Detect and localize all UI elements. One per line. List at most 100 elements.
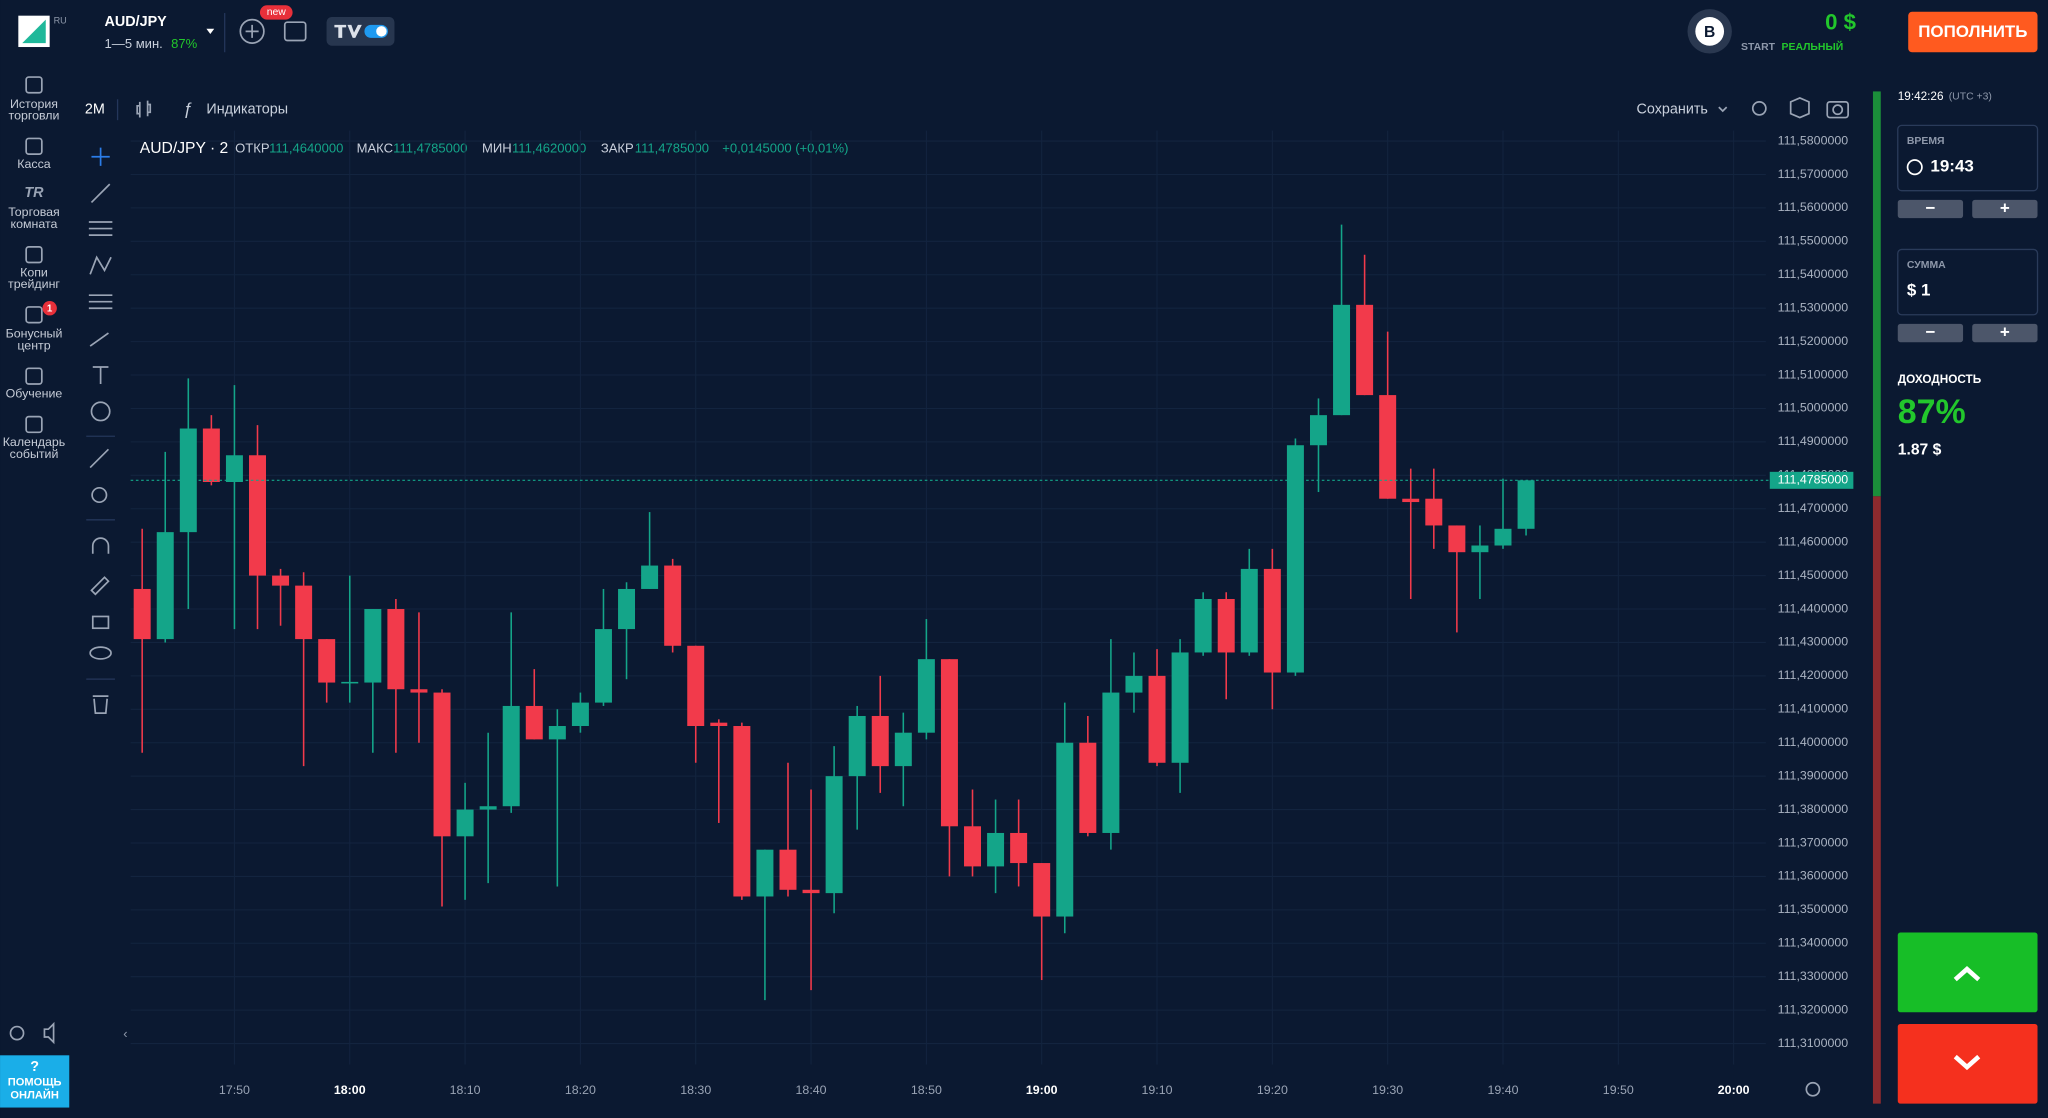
y-tick-label: 111,3700000	[1778, 835, 1849, 849]
line-tool[interactable]	[90, 183, 111, 204]
y-tick-label: 111,3200000	[1778, 1002, 1849, 1016]
candle-body	[1263, 568, 1281, 673]
candle-body	[341, 681, 359, 684]
tv-toggle[interactable]	[326, 16, 395, 46]
sidebar-label[interactable]: Копи	[20, 265, 48, 279]
candle-body	[1425, 498, 1443, 526]
candle-body	[1379, 395, 1397, 499]
crosshair-tool[interactable]	[91, 147, 110, 166]
sidebar-label[interactable]: Торговая	[8, 205, 60, 219]
timeframe[interactable]: 2M	[85, 102, 105, 118]
emoji-tool[interactable]	[90, 401, 111, 422]
pair[interactable]: AUD/JPY	[105, 14, 168, 30]
account-mode[interactable]: РЕАЛЬНЫЙ	[1782, 40, 1844, 53]
logo[interactable]	[18, 15, 50, 48]
x-tick-label: 19:50	[1603, 1083, 1634, 1097]
deposit-button[interactable]	[1908, 11, 2038, 53]
sidebar-label[interactable]: Касса	[17, 157, 50, 171]
settings-icon[interactable]	[1789, 97, 1810, 119]
candle-body	[964, 826, 981, 867]
sentiment-up	[1872, 91, 1881, 497]
amount-minus[interactable]	[1897, 323, 1964, 343]
zoom-tool[interactable]	[91, 486, 108, 504]
settings-button[interactable]	[9, 1025, 25, 1041]
candle-body	[1102, 692, 1120, 833]
text-tool[interactable]	[92, 366, 109, 384]
help-button[interactable]	[0, 1055, 70, 1108]
add-chart-plus	[245, 24, 259, 38]
y-tick-label: 111,3800000	[1778, 802, 1849, 816]
sidebar-icon	[25, 245, 43, 264]
ruler-tool[interactable]	[89, 448, 110, 469]
x-tick-label: 19:30	[1372, 1083, 1403, 1097]
candle-body	[664, 565, 682, 646]
layout-button[interactable]	[283, 21, 307, 42]
add-chart[interactable]	[239, 18, 265, 44]
axis-settings[interactable]	[1805, 1081, 1821, 1097]
candle-body	[1402, 498, 1420, 503]
pattern-tool[interactable]	[89, 255, 112, 275]
sidebar-icon	[25, 137, 43, 155]
sidebar-label[interactable]: торговли	[9, 109, 60, 123]
visibility-tool[interactable]	[89, 646, 112, 660]
sidebar-label[interactable]: комната	[11, 217, 58, 231]
sound-button[interactable]	[43, 1021, 55, 1045]
time-minus[interactable]	[1897, 199, 1964, 219]
sidebar-icon	[25, 306, 43, 324]
lock-draw-tool[interactable]	[90, 576, 110, 596]
y-tick-label: 111,4500000	[1778, 568, 1849, 582]
x-tick-label: 18:30	[680, 1083, 711, 1097]
candle-body	[295, 585, 313, 640]
sidebar-label[interactable]: Бонусный	[6, 327, 63, 341]
indicators[interactable]: Индикаторы	[206, 102, 288, 118]
sidebar-label[interactable]: центр	[17, 338, 50, 352]
x-tick-label: 18:50	[911, 1083, 942, 1097]
time-box[interactable]	[1897, 124, 2039, 192]
magnet-tool[interactable]	[91, 537, 110, 554]
amount-box[interactable]	[1897, 248, 2039, 316]
avatar-letter: B	[1704, 24, 1715, 41]
y-tick-label: 111,4900000	[1778, 434, 1849, 448]
sidebar-label[interactable]: Обучение	[6, 387, 63, 401]
balance[interactable]: 0 $	[1825, 9, 1857, 34]
candle-body	[1056, 742, 1074, 917]
fib-tool[interactable]	[88, 294, 113, 310]
candle-body	[548, 726, 566, 740]
x-tick-label: 18:40	[796, 1083, 827, 1097]
candle-body	[1217, 598, 1235, 653]
delete-tool[interactable]	[92, 695, 109, 714]
brand: RU	[54, 15, 67, 25]
collapse-button[interactable]: ‹	[123, 1026, 127, 1041]
plus-text: +	[2000, 323, 2010, 342]
sidebar-label[interactable]: Календарь	[3, 435, 66, 449]
close-label: ЗАКР	[601, 140, 634, 155]
low-label: МИН	[482, 140, 512, 155]
unlock-tool[interactable]	[91, 615, 110, 630]
time-plus[interactable]	[1972, 199, 2038, 219]
candle-body	[733, 726, 751, 897]
amount-plus[interactable]	[1972, 323, 2038, 343]
candle-body	[225, 455, 243, 482]
sidebar-icon	[25, 367, 43, 385]
brush-tool[interactable]	[89, 332, 109, 347]
save[interactable]: Сохранить	[1637, 102, 1708, 118]
help-label: ОНЛАЙН	[10, 1089, 58, 1102]
x-tick-label: 19:40	[1487, 1083, 1518, 1097]
sidebar-label[interactable]: трейдинг	[8, 277, 60, 291]
zoom-icon[interactable]	[1751, 101, 1767, 116]
dropdown-arrow[interactable]	[206, 28, 215, 34]
candle-body	[1079, 742, 1097, 833]
candle-body	[779, 849, 797, 890]
lines-tool[interactable]	[88, 221, 113, 236]
candle-body	[1194, 598, 1212, 653]
sidebar-label[interactable]: событий	[10, 447, 59, 461]
candle-body	[249, 455, 266, 576]
timezone: (UTC +3)	[1949, 91, 1992, 102]
sidebar-label[interactable]: История	[10, 97, 58, 111]
candle-body	[364, 609, 382, 683]
y-tick-label: 111,4200000	[1778, 668, 1849, 682]
screenshot-icon[interactable]	[1826, 101, 1849, 119]
x-tick-label: 19:20	[1257, 1083, 1288, 1097]
chart-type[interactable]	[136, 100, 152, 118]
candle-body	[917, 659, 935, 733]
